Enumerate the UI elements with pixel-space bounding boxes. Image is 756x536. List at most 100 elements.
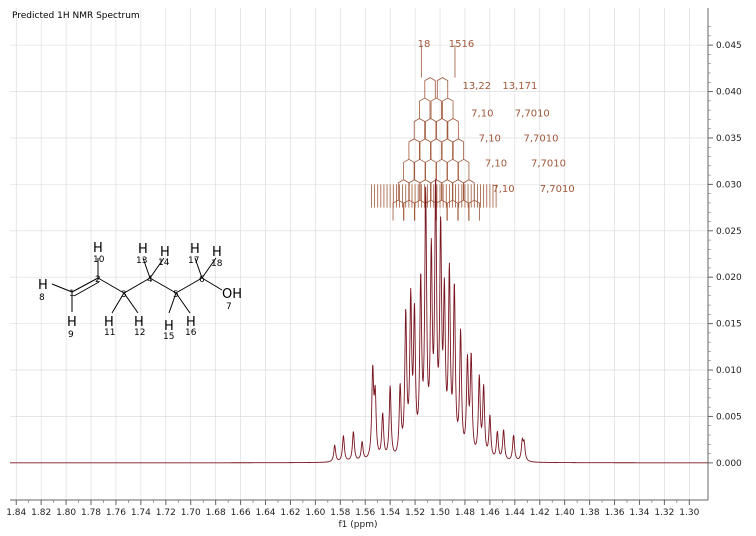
- x-tick-label: 1.30: [679, 508, 699, 518]
- atom-h18: H: [212, 245, 222, 260]
- x-tick-label: 1.64: [255, 508, 275, 518]
- x-tick-label: 1.62: [280, 508, 300, 518]
- multiplet-label: 13,22: [462, 81, 491, 92]
- multiplet-branch: [447, 118, 459, 139]
- atom-oh: OH: [222, 287, 242, 302]
- multiplet-branch: [442, 97, 454, 119]
- y-tick-label: 0.025: [716, 227, 742, 237]
- atom-number-8: 8: [39, 293, 45, 303]
- atom-h9: H: [67, 315, 77, 330]
- atom-number-6: 6: [199, 275, 205, 285]
- y-tick-label: 0.015: [716, 320, 742, 330]
- atom-h13: H: [138, 242, 148, 257]
- x-tick-label: 1.42: [530, 508, 550, 518]
- atom-number-2: 2: [95, 275, 101, 285]
- spectrum-line: [10, 178, 708, 464]
- multiplet-tree: 18 1516 13,22 13,171 7,10 7,7010 7,10 7,7010 7,1…: [371, 39, 575, 221]
- x-tick-label: 1.46: [480, 508, 500, 518]
- atom-h17: H: [190, 242, 200, 257]
- x-tick-label: 1.32: [654, 508, 674, 518]
- atom-h11: H: [104, 315, 114, 330]
- multiplet-branch: [425, 118, 437, 139]
- multiplet-label: 7,10: [485, 159, 507, 170]
- multiplet-branch: [441, 138, 453, 160]
- x-tick-label: 1.40: [555, 508, 575, 518]
- atom-number-10: 10: [93, 255, 105, 265]
- multiplet-branch: [436, 77, 449, 99]
- x-tick-label: 1.34: [629, 508, 649, 518]
- atom-number-9: 9: [68, 330, 74, 340]
- multiplet-label: 7,7010: [531, 159, 566, 170]
- multiplet-branch: [452, 138, 465, 160]
- multiplet-label: 7,7010: [540, 184, 575, 195]
- atom-number-17: 17: [188, 256, 199, 266]
- multiplet-label: 1516: [449, 39, 474, 50]
- atom-h16: H: [186, 315, 196, 330]
- multiplet-branch: [419, 138, 431, 160]
- multiplet-branch: [424, 77, 436, 99]
- multiplet-label: 13,171: [502, 81, 537, 92]
- x-axis: 1.84 1.82 1.80 1.78 1.76 1.74 1.72 1.70 1.68 1.66…: [6, 499, 708, 518]
- atom-number-7: 7: [226, 302, 232, 312]
- y-tick-label: 0.030: [716, 180, 742, 190]
- x-tick-label: 1.48: [455, 508, 475, 518]
- multiplet-branch: [414, 158, 426, 180]
- x-tick-label: 1.58: [330, 508, 350, 518]
- y-tick-label: 0.020: [716, 273, 742, 283]
- multiplet-label: 7,10: [492, 184, 514, 195]
- x-tick-label: 1.70: [181, 508, 201, 518]
- y-tick-label: 0.040: [716, 88, 742, 98]
- atom-number-15: 15: [163, 332, 174, 342]
- chart-title: Predicted 1H NMR Spectrum: [12, 11, 140, 21]
- x-tick-label: 1.52: [405, 508, 425, 518]
- multiplet-branch: [392, 199, 404, 221]
- molecule-bonds: [51, 257, 223, 314]
- multiplet-branch: [436, 118, 448, 139]
- molecule-structure: H H H H H H H H H H H OH 1 2 3 4 5 6 7 8…: [38, 241, 242, 342]
- y-axis: 0.000 0.005 0.010 0.015 0.020 0.025 0.030 0.035…: [707, 8, 742, 500]
- y-tick-label: 0.045: [716, 41, 742, 51]
- atom-h14: H: [160, 245, 170, 260]
- x-tick-label: 1.36: [604, 508, 624, 518]
- y-tick-label: 0.005: [716, 412, 742, 422]
- atom-number-14: 14: [158, 258, 170, 268]
- multiplet-label: 7,7010: [524, 134, 559, 145]
- multiplet-branch: [436, 158, 448, 180]
- x-tick-label: 1.56: [355, 508, 375, 518]
- multiplet-branch: [447, 158, 459, 180]
- x-tick-label: 1.80: [56, 508, 76, 518]
- atom-number-18: 18: [211, 259, 223, 269]
- multiplet-branch: [430, 138, 442, 160]
- multiplet-branch: [413, 118, 426, 139]
- x-tick-label: 1.66: [231, 508, 251, 518]
- multiplet-branch: [408, 138, 420, 160]
- x-tick-label: 1.60: [305, 508, 325, 518]
- atom-number-16: 16: [185, 328, 197, 338]
- atom-h12: H: [134, 315, 144, 330]
- multiplet-label: 7,10: [471, 109, 493, 120]
- multiplet-label: 18: [418, 39, 431, 50]
- multiplet-branch: [419, 97, 431, 119]
- x-axis-label: f1 (ppm): [339, 520, 378, 530]
- x-tick-label: 1.72: [156, 508, 176, 518]
- atom-number-1: 1: [69, 289, 75, 299]
- multiplet-branch: [403, 158, 415, 180]
- atom-h15: H: [164, 319, 174, 334]
- x-tick-label: 1.82: [31, 508, 51, 518]
- multiplet-branch: [458, 158, 470, 180]
- atom-h10: H: [93, 241, 103, 256]
- y-tick-label: 0.010: [716, 366, 742, 376]
- x-tick-label: 1.76: [106, 508, 126, 518]
- x-tick-label: 1.84: [6, 508, 26, 518]
- atom-h8: H: [38, 278, 48, 293]
- x-tick-label: 1.50: [430, 508, 450, 518]
- multiplet-label: 7,10: [479, 134, 501, 145]
- x-tick-label: 1.38: [580, 508, 600, 518]
- multiplet-branch: [430, 97, 442, 119]
- x-tick-label: 1.74: [131, 508, 151, 518]
- x-tick-label: 1.44: [505, 508, 525, 518]
- x-tick-label: 1.68: [206, 508, 226, 518]
- y-tick-label: 0.000: [716, 459, 742, 469]
- atom-number-5: 5: [173, 290, 179, 300]
